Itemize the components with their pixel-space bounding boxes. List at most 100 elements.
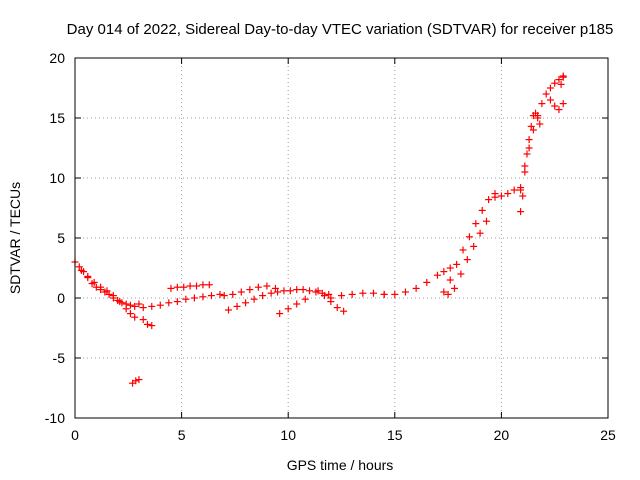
y-axis-label: SDTVAR / TECUs	[7, 182, 23, 294]
data-point	[521, 168, 529, 176]
data-marks	[71, 72, 567, 387]
data-point	[440, 268, 448, 276]
data-point	[478, 206, 486, 214]
data-point	[534, 112, 542, 120]
y-tick-label: -5	[53, 350, 66, 366]
data-point	[453, 260, 461, 268]
x-tick-label: 10	[280, 427, 296, 443]
data-point	[521, 162, 529, 170]
data-point	[237, 288, 245, 296]
data-point	[412, 284, 420, 292]
data-point	[482, 217, 490, 225]
data-point	[205, 281, 213, 289]
axis-ticks: 0 5 10 15 20 25 -10 -5 0 5 10 15 20	[45, 50, 616, 443]
data-point	[401, 288, 409, 296]
y-tick-label: 10	[49, 170, 65, 186]
data-point	[446, 276, 454, 284]
data-point	[546, 96, 554, 104]
data-point	[504, 190, 512, 198]
data-point	[446, 264, 454, 272]
data-point	[276, 310, 284, 318]
data-point	[555, 106, 563, 114]
data-point	[485, 196, 493, 204]
data-point	[369, 289, 377, 297]
data-point	[167, 284, 175, 292]
data-point	[122, 305, 130, 313]
data-point	[538, 100, 546, 108]
data-point	[286, 287, 294, 295]
data-point	[182, 295, 190, 303]
data-point	[225, 306, 233, 314]
data-point	[497, 192, 505, 200]
data-point	[190, 294, 198, 302]
data-point	[75, 263, 83, 271]
data-point	[510, 186, 518, 194]
data-point	[233, 302, 241, 310]
data-point	[135, 300, 143, 308]
data-point	[216, 290, 224, 298]
data-point	[131, 313, 139, 321]
data-point	[126, 301, 134, 309]
data-point	[105, 290, 113, 298]
data-point	[254, 283, 262, 291]
y-tick-label: 5	[57, 230, 65, 246]
data-point	[523, 150, 531, 158]
data-point	[132, 377, 140, 385]
data-point	[126, 310, 134, 318]
y-tick-label: 20	[49, 50, 65, 66]
data-point	[517, 186, 525, 194]
data-point	[320, 292, 328, 300]
gridlines	[75, 58, 608, 418]
data-point	[536, 120, 544, 128]
data-point	[444, 290, 452, 298]
data-point	[156, 301, 164, 309]
data-point	[193, 282, 201, 290]
data-point	[293, 286, 301, 294]
data-point	[306, 287, 314, 295]
data-point	[90, 278, 98, 286]
data-point	[380, 290, 388, 298]
data-point	[263, 282, 271, 290]
x-tick-label: 15	[387, 427, 403, 443]
data-point	[314, 287, 322, 295]
x-axis-label: GPS time / hours	[287, 457, 394, 473]
data-point	[271, 284, 279, 292]
data-point	[267, 289, 275, 297]
x-tick-label: 5	[178, 427, 186, 443]
data-point	[450, 284, 458, 292]
data-point	[559, 73, 567, 81]
data-point	[180, 283, 188, 291]
data-point	[131, 302, 139, 310]
data-point	[199, 281, 207, 289]
data-point	[338, 292, 345, 300]
y-tick-label: 0	[57, 290, 65, 306]
data-point	[519, 192, 527, 200]
data-point	[97, 283, 105, 291]
data-point	[165, 299, 173, 307]
data-point	[199, 293, 207, 301]
data-point	[274, 288, 282, 296]
data-point	[457, 270, 465, 278]
data-point	[551, 79, 559, 87]
data-point	[148, 322, 156, 330]
data-point	[301, 295, 309, 303]
data-point	[546, 84, 554, 92]
data-point	[525, 144, 533, 152]
x-tick-label: 0	[71, 427, 79, 443]
data-point	[542, 90, 550, 98]
data-point	[459, 246, 467, 254]
data-point	[135, 376, 143, 384]
data-point	[84, 272, 92, 280]
data-point	[325, 290, 333, 298]
data-point	[173, 298, 181, 306]
data-point	[559, 100, 567, 108]
data-point	[207, 292, 215, 300]
data-point	[423, 278, 431, 286]
data-point	[139, 304, 147, 312]
data-point	[229, 290, 237, 298]
x-tick-label: 20	[494, 427, 510, 443]
y-tick-label: -10	[45, 410, 65, 426]
data-point	[476, 229, 484, 237]
data-point	[529, 126, 537, 134]
